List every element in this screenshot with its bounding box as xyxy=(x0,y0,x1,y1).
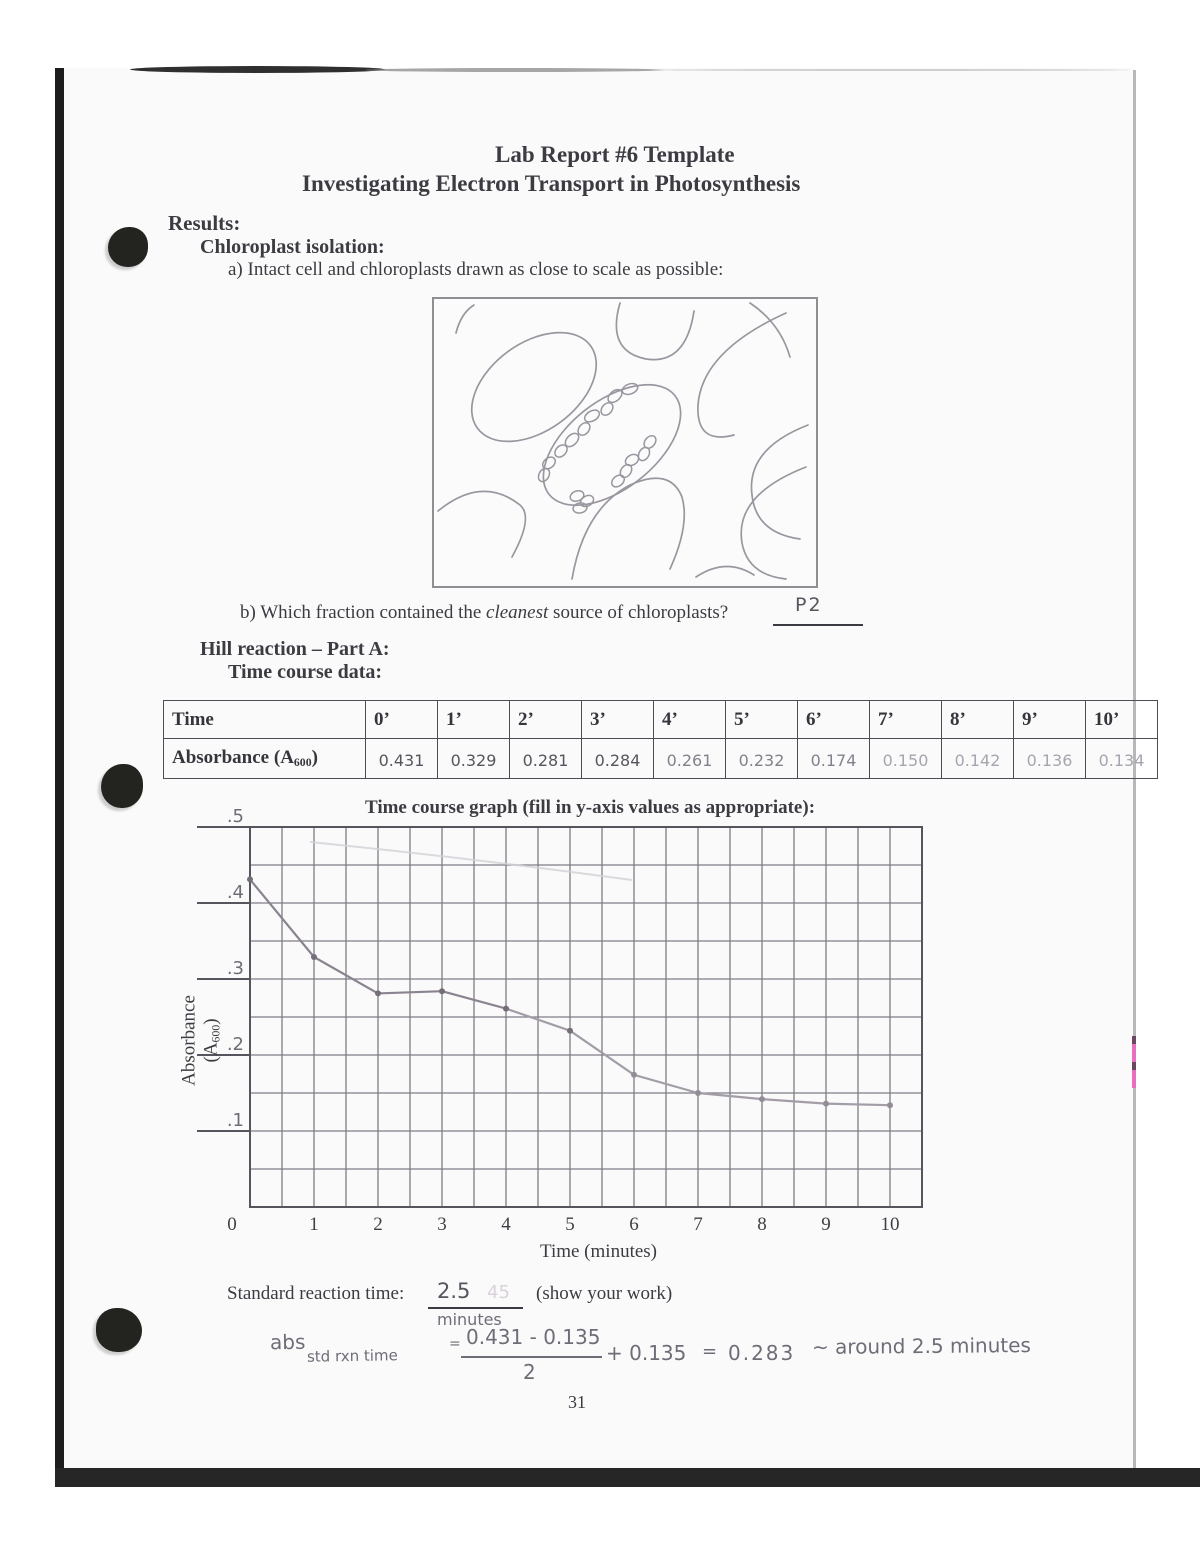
time-course-table: Time 0’ 1’ 2’ 3’ 4’ 5’ 6’ 7’ 8’ 9’ 10’ Absorbance … xyxy=(163,700,1158,779)
page-number: 31 xyxy=(568,1392,586,1412)
chloroplasts xyxy=(537,382,657,514)
x-axis-tick-label: 5 xyxy=(565,1214,575,1235)
absorbance-label-cell: Absorbance (A600) xyxy=(163,738,366,779)
work-lhs: abs xyxy=(269,1329,306,1355)
results-heading: Results: xyxy=(168,211,241,235)
time-header-cell: 8’ xyxy=(941,700,1014,739)
fraction-bar xyxy=(461,1356,602,1358)
item-b-text: b) Which fraction contained the cleanest… xyxy=(240,602,728,624)
time-header-cell: 4’ xyxy=(653,700,726,739)
absorbance-label: Absorbance (A xyxy=(172,747,294,769)
y-axis-tick-label: .4 xyxy=(226,882,244,903)
time-header-cell: 9’ xyxy=(1013,700,1086,739)
time-label-cell: Time xyxy=(163,700,366,739)
item-a-text: a) Intact cell and chloroplasts drawn as… xyxy=(228,259,724,280)
x-axis-tick-label: 7 xyxy=(693,1214,703,1235)
answer-blank-line xyxy=(773,624,863,626)
work-lhs-subscript: std rxn time xyxy=(306,1346,398,1366)
x-axis-tick-label: 8 xyxy=(757,1214,767,1235)
time-header-cell: 10’ xyxy=(1085,700,1158,739)
table-row-times: Time 0’ 1’ 2’ 3’ 4’ 5’ 6’ 7’ 8’ 9’ 10’ xyxy=(163,700,1158,739)
absorbance-value-cell: 0.136 xyxy=(1013,738,1086,779)
report-title-line2: Investigating Electron Transport in Phot… xyxy=(302,171,801,196)
standard-reaction-label: Standard reaction time: xyxy=(227,1283,405,1304)
x-axis-tick-label: 10 xyxy=(880,1214,900,1235)
absorbance-value-cell: 0.134 xyxy=(1085,738,1158,779)
absorbance-value-cell: 0.261 xyxy=(653,738,726,779)
absorbance-value-cell: 0.431 xyxy=(365,738,438,779)
y-axis-tick-label: .1 xyxy=(226,1110,244,1131)
item-b-suffix: source of chloroplasts? xyxy=(548,602,729,623)
standard-reaction-blank-line xyxy=(428,1307,523,1309)
report-title-line1: Lab Report #6 Template xyxy=(495,142,735,167)
x-axis-title: Time (minutes) xyxy=(540,1241,657,1262)
scan-top-edge-line xyxy=(650,69,1130,71)
time-header-cell: 7’ xyxy=(869,700,942,739)
graph-title: Time course graph (fill in y-axis values… xyxy=(365,797,816,818)
item-b-answer-handwritten: P2 xyxy=(795,594,823,616)
x-axis-tick-label: 0 xyxy=(227,1214,237,1235)
work-equals-2: = xyxy=(702,1341,718,1362)
work-note: ~ around 2.5 minutes xyxy=(811,1333,1032,1359)
scan-top-shadow xyxy=(130,66,385,73)
work-denominator: 2 xyxy=(523,1360,536,1384)
work-equals-1: = xyxy=(449,1336,461,1352)
y-axis-tick-label: .2 xyxy=(226,1034,244,1055)
standard-reaction-answer: 2.5 xyxy=(437,1279,471,1303)
y-axis-title-subscript: 600 xyxy=(209,1024,223,1043)
erased-answer-ghost: 45 xyxy=(487,1282,510,1303)
x-axis-tick-label: 3 xyxy=(437,1214,447,1235)
x-axis-tick-label: 2 xyxy=(373,1214,383,1235)
work-result: 0.283 xyxy=(728,1341,796,1365)
hill-reaction-heading: Hill reaction – Part A: xyxy=(200,638,390,660)
hole-punch xyxy=(108,227,148,267)
absorbance-value-cell: 0.284 xyxy=(581,738,654,779)
absorbance-value-cell: 0.150 xyxy=(869,738,942,779)
absorbance-label-subscript: 600 xyxy=(293,755,312,769)
pink-mark-dot xyxy=(1132,1062,1136,1070)
item-b-italic-word: cleanest xyxy=(486,602,549,623)
show-your-work-label: (show your work) xyxy=(536,1283,673,1304)
x-axis-tick-label: 4 xyxy=(501,1214,511,1235)
hole-punch xyxy=(101,764,143,808)
x-axis-tick-label: 9 xyxy=(821,1214,831,1235)
chloroplast-isolation-heading: Chloroplast isolation: xyxy=(200,236,385,258)
work-plus-term: + 0.135 xyxy=(606,1341,687,1365)
y-axis-tick-label: .3 xyxy=(226,958,244,979)
absorbance-value-cell: 0.329 xyxy=(437,738,510,779)
time-header-cell: 2’ xyxy=(509,700,582,739)
y-axis-title-close: ) xyxy=(200,1018,222,1025)
y-axis-tick-label: .5 xyxy=(226,806,244,827)
time-header-cell: 5’ xyxy=(725,700,798,739)
scan-left-edge xyxy=(55,68,64,1468)
time-header-cell: 0’ xyxy=(365,700,438,739)
hole-punch xyxy=(96,1308,142,1352)
chloroplast-drawing-box xyxy=(432,297,818,588)
x-axis-tick-label: 1 xyxy=(309,1214,319,1235)
time-header-cell: 6’ xyxy=(797,700,870,739)
scan-top-shadow-fade xyxy=(365,68,665,72)
absorbance-value-cell: 0.142 xyxy=(941,738,1014,779)
time-course-data-heading: Time course data: xyxy=(228,661,383,683)
scan-bottom-edge xyxy=(55,1468,1200,1487)
time-header-cell: 1’ xyxy=(437,700,510,739)
pink-mark-dot xyxy=(1132,1036,1136,1044)
y-axis-title: Absorbance (A600) xyxy=(179,985,224,1095)
absorbance-value-cell: 0.232 xyxy=(725,738,798,779)
chloroplast-drawing xyxy=(437,302,809,580)
table-row-absorbance: Absorbance (A600) 0.431 0.329 0.281 0.284 0.… xyxy=(163,738,1158,779)
time-header-cell: 3’ xyxy=(581,700,654,739)
x-axis-tick-label: 6 xyxy=(629,1214,639,1235)
absorbance-label-close: ) xyxy=(311,747,318,769)
work-numerator: 0.431 - 0.135 xyxy=(466,1325,601,1349)
standard-reaction-unit: minutes xyxy=(437,1310,502,1329)
item-b-prefix: b) Which fraction contained the xyxy=(240,602,487,623)
absorbance-value-cell: 0.174 xyxy=(797,738,870,779)
absorbance-value-cell: 0.281 xyxy=(509,738,582,779)
